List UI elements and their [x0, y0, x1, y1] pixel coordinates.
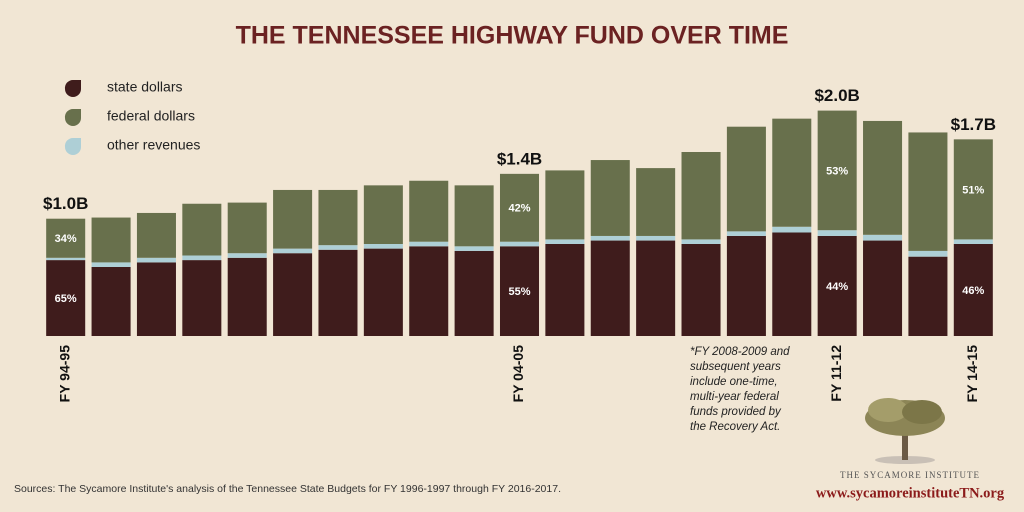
bar-segment — [182, 255, 222, 261]
bar-segment — [91, 267, 131, 336]
share-label: 44% — [826, 281, 848, 293]
bar-segment — [454, 185, 494, 247]
footnote-line: *FY 2008-2009 and — [690, 346, 790, 358]
bar-segment — [863, 120, 903, 235]
footnote-line: include one-time, — [690, 376, 778, 388]
bar-segment — [863, 234, 903, 241]
share-label: 65% — [55, 293, 77, 305]
bar-segment — [636, 235, 676, 241]
bar-segment — [46, 260, 86, 336]
bar-segment — [863, 240, 903, 336]
share-label: 51% — [962, 184, 984, 196]
total-label: $2.0B — [814, 86, 859, 105]
bar-segment — [227, 253, 267, 258]
bar-segment — [46, 257, 86, 261]
website: www.sycamoreinstituteTN.org — [816, 485, 1005, 501]
total-label: $1.0B — [43, 194, 88, 213]
bar-segment — [499, 246, 540, 336]
share-label: 55% — [508, 286, 530, 298]
bar-segment — [318, 189, 358, 246]
bar-segment — [590, 160, 630, 236]
organization: THE SYCAMORE INSTITUTE — [840, 470, 980, 480]
bar-segment — [409, 241, 449, 247]
bar-segment — [545, 239, 585, 244]
bar-segment — [409, 246, 449, 336]
x-tick-label: FY 94-95 — [56, 345, 72, 403]
bar-segment — [908, 256, 948, 336]
bar-segment — [273, 189, 313, 249]
bar-segment — [817, 235, 857, 336]
bar-segment — [273, 248, 313, 254]
bar-segment — [545, 170, 585, 240]
bar-segment — [590, 240, 630, 336]
bar-segment — [46, 218, 86, 258]
bar-segment — [182, 260, 222, 336]
legend-swatch — [64, 137, 81, 155]
bar-segment — [953, 239, 993, 244]
bar-segment — [681, 244, 721, 336]
bar-segment — [681, 239, 721, 244]
share-label: 53% — [826, 165, 848, 177]
bar-segment — [409, 180, 449, 242]
bar-segment — [454, 250, 494, 336]
bar-segment — [953, 244, 993, 336]
bar-segment — [726, 126, 766, 232]
bar-segment — [91, 217, 131, 263]
bar-segment — [499, 241, 540, 247]
footnote-line: funds provided by — [690, 406, 782, 418]
bar-segment — [636, 168, 676, 236]
x-tick-label: FY 04-05 — [510, 345, 526, 403]
bar-segment — [772, 118, 812, 227]
bar-segment — [908, 132, 948, 251]
legend-label: other revenues — [107, 137, 200, 153]
bar-segment — [182, 203, 222, 256]
bar-segment — [908, 250, 948, 257]
bar-segment — [363, 244, 403, 249]
share-label: 42% — [508, 203, 530, 215]
bar-segment — [499, 173, 540, 242]
chart-title: THE TENNESSEE HIGHWAY FUND OVER TIME — [236, 22, 789, 50]
bar-segment — [636, 240, 676, 336]
bar-segment — [545, 244, 585, 336]
bar-segment — [318, 245, 358, 250]
bar-segment — [363, 248, 403, 336]
share-label: 34% — [55, 233, 77, 245]
bar-segment — [681, 152, 721, 240]
legend-label: state dollars — [107, 79, 182, 95]
bar-segment — [363, 185, 403, 244]
bar-segment — [772, 226, 812, 233]
footnote-line: multi-year federal — [690, 391, 779, 403]
total-label: $1.4B — [497, 149, 542, 168]
bar-segment — [817, 230, 857, 236]
bar-segment — [136, 257, 176, 263]
bar-segment — [318, 249, 358, 336]
legend-swatch — [64, 108, 81, 126]
bar-segment — [726, 235, 766, 336]
bar-segment — [227, 202, 267, 254]
x-tick-label: FY 14-15 — [964, 345, 980, 403]
bar-segment — [273, 253, 313, 336]
bar-segment — [136, 212, 176, 258]
total-label: $1.7B — [951, 115, 996, 134]
footnote-line: the Recovery Act. — [690, 421, 780, 433]
bar-segment — [772, 232, 812, 336]
bar-segment — [726, 231, 766, 236]
x-tick-label: FY 11-12 — [828, 345, 844, 402]
bar-segment — [227, 257, 267, 336]
bar-segment — [136, 262, 176, 336]
bar-segment — [953, 139, 993, 240]
share-label: 46% — [962, 285, 984, 297]
bar-segment — [590, 235, 630, 241]
footnote-line: subsequent years — [690, 361, 781, 373]
legend-swatch — [64, 79, 81, 97]
bar-segment — [454, 246, 494, 251]
source-note: Sources: The Sycamore Institute's analys… — [14, 483, 561, 495]
bar-segment — [817, 110, 857, 231]
legend-label: federal dollars — [107, 108, 195, 124]
bar-segment — [91, 262, 131, 267]
logo-tree — [865, 398, 945, 464]
